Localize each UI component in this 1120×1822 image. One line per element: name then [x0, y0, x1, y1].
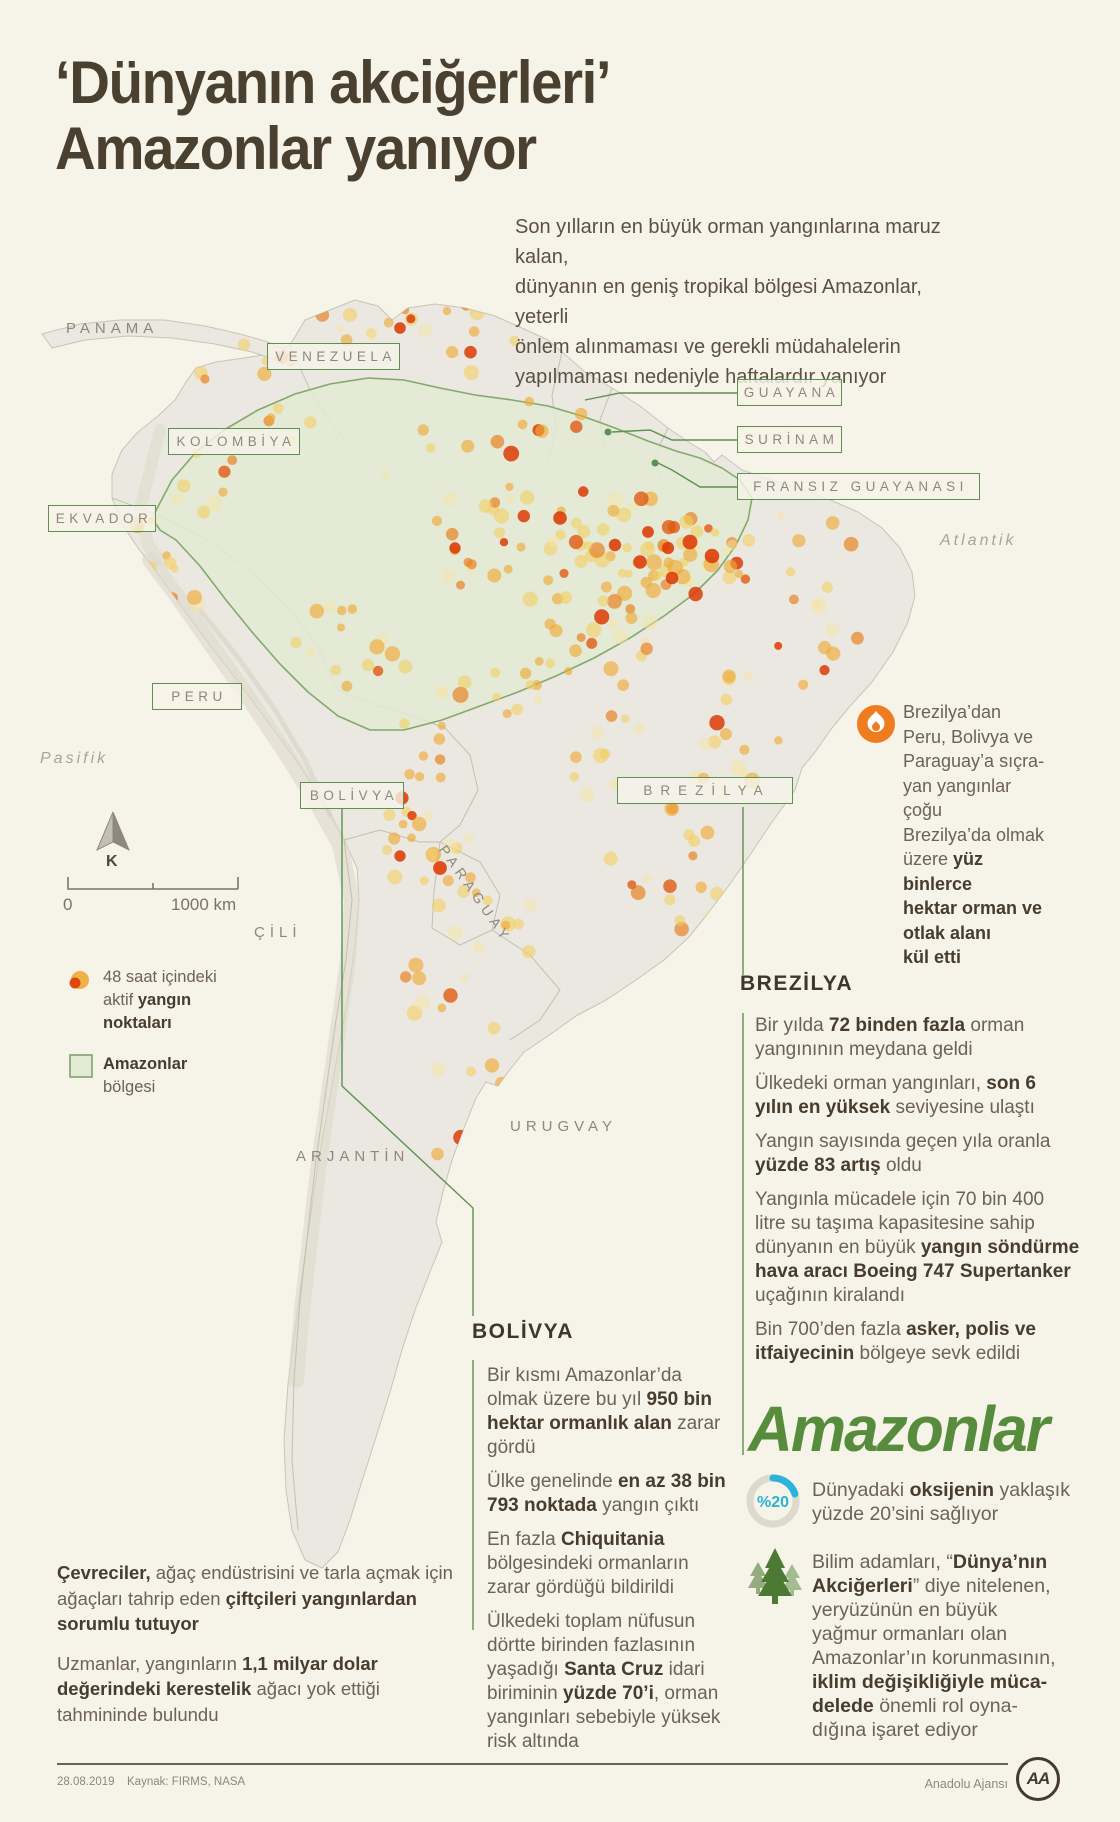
oxygen-donut-chart: %20: [744, 1472, 802, 1535]
footer-source: Kaynak: FIRMS, NASA: [127, 1776, 246, 1788]
section-heading-bolivia: BOLİVYA: [472, 1320, 574, 1343]
footer-divider: [57, 1763, 1008, 1765]
compass-north-icon: [96, 811, 130, 852]
anadolu-agency-logo: AA: [1016, 1757, 1060, 1801]
forest-trees-icon: [746, 1546, 806, 1609]
amazon-fact-oxygen: Dünyadaki oksijenin yaklaşık yüzde 20’si…: [812, 1479, 1070, 1525]
donut-value-label: %20: [757, 1494, 789, 1511]
map-box-bolivia: BOLİVYA: [300, 782, 404, 809]
environmentalists-paragraphs: Çevreciler, ağaç endüstrisini ve tarla a…: [57, 1560, 477, 1727]
scale-zero: 0: [63, 895, 73, 914]
map-box-french-guiana: FRANSIZ GUAYANASI: [737, 473, 980, 500]
fire-points-layer: [95, 300, 864, 1188]
brazil-fact: Yangın sayısında geçen yıla oranla yüzde…: [755, 1131, 1051, 1176]
callout-lines: [341, 392, 744, 1630]
amazon-section-title: Amazonlar: [748, 1393, 1050, 1465]
paragraph-timber-loss: Uzmanlar, yangınların 1,1 milyar dolar d…: [57, 1652, 380, 1725]
amazon-fact-lungs: Bilim adamları, “Dünya’nın Akciğerleri” …: [812, 1551, 1056, 1741]
brazil-fact: Bin 700’den fazla asker, polis ve itfaiy…: [755, 1319, 1036, 1364]
legend-region-symbol: [69, 1054, 93, 1078]
legend-fire-symbol: [69, 971, 89, 989]
suriname-marker-dot: [604, 428, 612, 436]
legend-region-label: Amazonlar bölgesi: [103, 1055, 188, 1096]
map-box-colombia: KOLOMBİYA: [168, 428, 300, 455]
compass-label: K: [106, 853, 118, 870]
section-brazil-facts: Bir yılda 72 binden fazla orman yangının…: [755, 1014, 1085, 1376]
map-label-chile: ÇİLİ: [254, 924, 302, 941]
fire-callout-text: Brezilya’dan Peru, Bolivya ve Paraguay’a…: [903, 702, 1045, 967]
bolivia-fact: Ülkedeki toplam nüfusun dörtte birinden …: [487, 1611, 721, 1752]
map-box-suriname: SURİNAM: [737, 426, 842, 453]
intro-paragraph: Son yılların en büyük orman yangınlarına…: [515, 216, 941, 388]
map-box-guyana: GUAYANA: [737, 379, 842, 406]
map-box-peru: PERU: [152, 683, 242, 710]
page-title: ‘Dünyanın akciğerleri’ Amazonlar yanıyor: [55, 49, 612, 182]
bolivia-fact: Bir kısmı Amazonlar’da olmak üzere bu yı…: [487, 1365, 721, 1458]
scale-bar: [67, 877, 239, 890]
map-box-ecuador: EKVADOR: [48, 505, 156, 532]
french-guiana-marker-dot: [651, 459, 659, 467]
legend-fire-label: 48 saat içindeki aktif yangın noktaları: [103, 968, 217, 1032]
map-box-venezuela: VENEZUELA: [267, 343, 400, 370]
map-box-brazil: BREZİLYA: [617, 777, 793, 804]
brazil-fact: Bir yılda 72 binden fazla orman yangının…: [755, 1015, 1025, 1060]
ocean-label-atlantic: Atlantik: [940, 532, 1017, 549]
map-label-argentina: ARJANTİN: [296, 1148, 410, 1165]
map-label-uruguay: URUGVAY: [510, 1118, 617, 1135]
bolivia-fact: Ülke genelinde en az 38 bin 793 noktada …: [487, 1471, 726, 1516]
bolivia-fact: En fazla Chiquitania bölgesindeki ormanl…: [487, 1529, 689, 1598]
brazil-fact: Ülkedeki orman yangınları, son 6 yılın e…: [755, 1073, 1036, 1118]
footer-agency: Anadolu Ajansı: [924, 1777, 1008, 1791]
scale-distance: 1000 km: [171, 895, 237, 914]
paragraph-blame: Çevreciler, ağaç endüstrisini ve tarla a…: [57, 1562, 453, 1634]
section-bolivia-facts: Bir kısmı Amazonlar’da olmak üzere bu yı…: [487, 1364, 737, 1764]
footer-date: 28.08.2019: [57, 1776, 115, 1788]
map-label-panama: PANAMA: [66, 320, 159, 337]
brazil-fact: Yangınla mücadele için 70 bin 400 litre …: [755, 1189, 1080, 1306]
section-heading-brazil: BREZİLYA: [740, 972, 854, 995]
fire-icon: [857, 705, 895, 743]
ocean-label-pacific: Pasifik: [40, 750, 109, 767]
